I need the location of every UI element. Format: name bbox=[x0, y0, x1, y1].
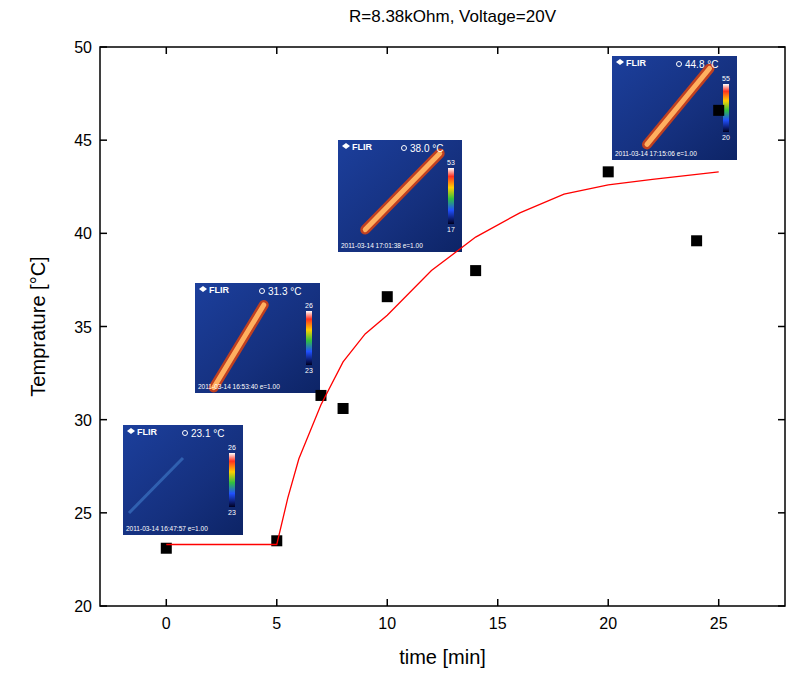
x-tick-label: 10 bbox=[378, 615, 396, 632]
brand: FLIR bbox=[209, 285, 229, 295]
y-tick bbox=[100, 512, 107, 514]
scale-max: 26 bbox=[228, 444, 236, 451]
y-tick-right bbox=[778, 326, 785, 328]
x-tick-top bbox=[718, 47, 720, 54]
reading: 44.8 °C bbox=[685, 59, 718, 70]
y-tick-label: 30 bbox=[74, 412, 92, 429]
point bbox=[382, 291, 393, 302]
image-background bbox=[612, 56, 737, 160]
y-tick bbox=[100, 605, 107, 607]
rod bbox=[647, 68, 710, 144]
title: R=8.38kOhm, Voltage=20V bbox=[349, 7, 557, 26]
brand: FLIR bbox=[626, 58, 646, 68]
y-tick-right bbox=[778, 233, 785, 235]
scale-min: 23 bbox=[305, 367, 313, 374]
y-tick-right bbox=[778, 46, 785, 48]
brand-icon bbox=[616, 59, 624, 65]
x-tick-top bbox=[387, 47, 389, 54]
x-tick bbox=[718, 599, 720, 606]
y-tick bbox=[100, 139, 107, 141]
y-tick-label: 20 bbox=[74, 598, 92, 615]
point bbox=[691, 235, 702, 246]
x-tick-label: 5 bbox=[272, 615, 281, 632]
y-tick-label: 40 bbox=[74, 225, 92, 242]
timestamp: 2011-03-14 16:53:40 e=1.00 bbox=[198, 383, 280, 390]
point bbox=[315, 390, 326, 401]
colorbar bbox=[229, 453, 235, 507]
scale-max: 53 bbox=[447, 159, 455, 166]
scale-min: 17 bbox=[447, 226, 455, 233]
colorbar bbox=[306, 311, 312, 365]
y-tick-right bbox=[778, 139, 785, 141]
y-tick bbox=[100, 233, 107, 235]
data-layer bbox=[161, 105, 724, 554]
y-tick-right bbox=[778, 605, 785, 607]
plot-frame bbox=[100, 47, 785, 606]
y-tick bbox=[100, 46, 107, 48]
timestamp: 2011-03-14 17:15:06 e=1.00 bbox=[615, 150, 697, 157]
x-tick-top bbox=[166, 47, 168, 54]
scale-max: 26 bbox=[305, 302, 313, 309]
y-tick-label: 50 bbox=[74, 39, 92, 56]
x-tick-label: 25 bbox=[710, 615, 728, 632]
x-tick bbox=[497, 599, 499, 606]
y-tick-label: 25 bbox=[74, 505, 92, 522]
fit-line bbox=[166, 172, 718, 545]
scale-max: 55 bbox=[722, 75, 730, 82]
x-tick-label: 0 bbox=[162, 615, 171, 632]
brand-icon bbox=[342, 143, 350, 149]
reading: 23.1 °C bbox=[191, 428, 224, 439]
thermal-image: FLIR 38.0 °C 53 17 2011-03-14 17:01:38 e=1.0… bbox=[338, 140, 462, 252]
x-tick-label: 15 bbox=[489, 615, 507, 632]
reading: 38.0 °C bbox=[410, 143, 443, 154]
brand-icon bbox=[199, 286, 207, 292]
rod-glow bbox=[647, 68, 710, 144]
x-tick bbox=[607, 599, 609, 606]
timestamp: 2011-03-14 17:01:38 e=1.00 bbox=[341, 242, 423, 249]
spot-marker bbox=[402, 146, 407, 151]
x-tick-top bbox=[607, 47, 609, 54]
point bbox=[338, 403, 349, 414]
rod-glow bbox=[365, 153, 439, 229]
rod bbox=[129, 458, 183, 513]
point bbox=[713, 105, 724, 116]
y-tick-label: 35 bbox=[74, 319, 92, 336]
x-tick-top bbox=[497, 47, 499, 54]
point bbox=[603, 166, 614, 177]
x-tick bbox=[276, 599, 278, 606]
x-axis-title: time [min] bbox=[399, 646, 486, 668]
y-axis-title: Temprature [°C] bbox=[27, 256, 49, 396]
image-background bbox=[195, 283, 320, 393]
x-tick-top bbox=[276, 47, 278, 54]
thermal-image: FLIR 31.3 °C 26 23 2011-03-14 16:53:40 e=1.0… bbox=[195, 283, 320, 393]
point bbox=[470, 265, 481, 276]
y-tick-label: 45 bbox=[74, 132, 92, 149]
y-tick bbox=[100, 326, 107, 328]
y-tick bbox=[100, 419, 107, 421]
timestamp: 2011-03-14 16:47:57 e=1.00 bbox=[126, 525, 208, 532]
rod-glow bbox=[214, 305, 264, 388]
chart: R=8.38kOhm, Voltage=20V 0 5 10 15 20 25 20 25 30 3… bbox=[0, 0, 797, 693]
colorbar bbox=[448, 168, 454, 224]
x-tick-label: 20 bbox=[599, 615, 617, 632]
scale-min: 20 bbox=[722, 134, 730, 141]
image-background bbox=[338, 140, 462, 252]
spot-marker bbox=[260, 289, 265, 294]
brand: FLIR bbox=[352, 142, 372, 152]
image-background bbox=[123, 425, 243, 535]
x-tick bbox=[166, 599, 168, 606]
x-tick bbox=[387, 599, 389, 606]
spot-marker bbox=[677, 62, 682, 67]
y-tick-right bbox=[778, 419, 785, 421]
reading: 31.3 °C bbox=[268, 286, 301, 297]
rod bbox=[365, 153, 439, 229]
brand: FLIR bbox=[137, 427, 157, 437]
scale-min: 23 bbox=[228, 509, 236, 516]
thermal-image: FLIR 44.8 °C 55 20 2011-03-14 17:15:06 e=1.0… bbox=[612, 56, 737, 160]
brand-icon bbox=[127, 428, 135, 434]
thermal-image: FLIR 23.1 °C 26 23 2011-03-14 16:47:57 e=1.0… bbox=[123, 425, 243, 535]
spot-marker bbox=[183, 431, 188, 436]
y-tick-right bbox=[778, 512, 785, 514]
rod bbox=[214, 305, 264, 388]
